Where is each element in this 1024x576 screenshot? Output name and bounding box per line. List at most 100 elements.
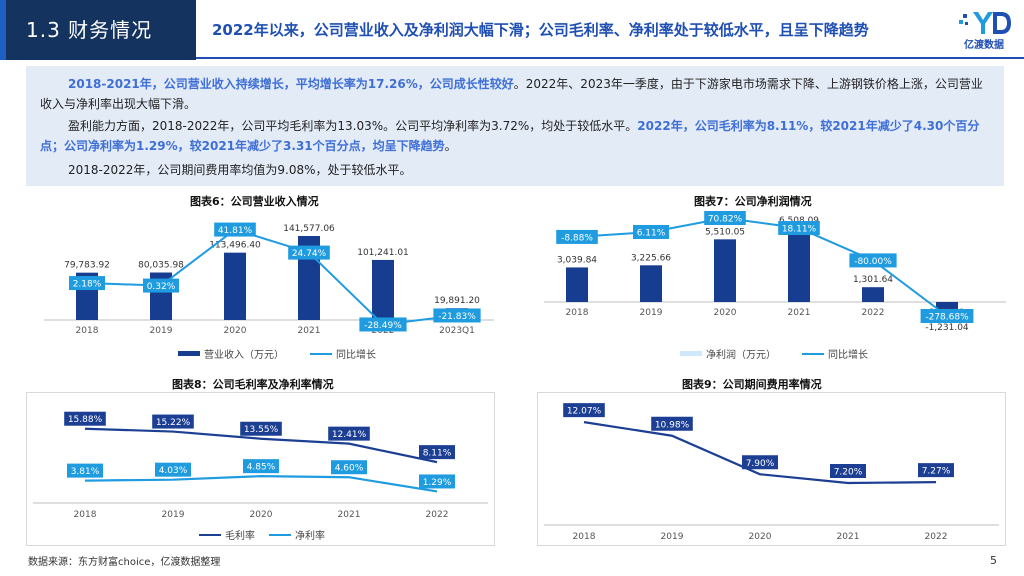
chart6-bar-2022 [372, 259, 394, 320]
chart6-growth-label-2023Q1-bg [433, 308, 481, 323]
chart6-growth-label-2020: 41.81% [218, 226, 253, 236]
chart6-x-tick-2019: 2019 [150, 326, 173, 336]
chart8-label-毛利率-2020: 13.55% [244, 425, 279, 435]
summary-paragraph-1: 2018-2021年，公司营业收入持续增长，平均增长率为17.26%，公司成长性… [40, 74, 992, 114]
chart9-x-tick-2018: 2018 [573, 532, 596, 542]
chart7-growth-label-2023Q1-bg [920, 309, 974, 323]
chart9-label-2019: 10.98% [655, 420, 690, 430]
legend-label-revenue: 营业收入（万元） [204, 350, 284, 361]
chart8-panel: 15.88% 15.22% 13.55% 12.41% 8.11% 3.81% 4.03% 4… [26, 392, 495, 546]
chart9-label-2020: 7.90% [746, 459, 775, 469]
chart7-bar-label-2020: 5,510.05 [705, 227, 745, 237]
chart7-bar-label-2019: 3,225.66 [631, 253, 671, 263]
chart6-bar-label-2020: 113,496.40 [209, 241, 261, 251]
chart8-label-毛利率-2021-bg [328, 426, 370, 441]
chart8-label-毛利率-2019: 15.22% [156, 418, 191, 428]
chart6-growth-label-2019: 0.32% [147, 282, 176, 292]
chart9-expense-chart: 12.07% 10.98% 7.90% 7.20% 7.27% 2018 2019 2020 2… [544, 403, 999, 542]
chart9-label-2020-bg [742, 455, 778, 470]
company-logo: 亿渡数据 [953, 8, 1015, 54]
chart8-label-净利率-2022-bg [419, 474, 455, 489]
chart7-bar-label-2021: 6,508.09 [779, 216, 819, 226]
chart7-title: 图表7：公司净利润情况 [694, 195, 812, 208]
section-accent-bar [0, 0, 6, 60]
logo-icon [959, 12, 1011, 34]
chart6-title: 图表6：公司营业收入情况 [190, 195, 319, 208]
chart8-label-净利率-2020: 4.85% [247, 463, 276, 473]
chart8-label-毛利率-2022-bg [419, 445, 455, 460]
chart7-x-tick-2021: 2021 [788, 308, 811, 318]
legend-swatch-gross-margin [199, 533, 221, 536]
chart6-bar-label-2022: 101,241.01 [357, 248, 409, 258]
chart6-growth-label-2019-bg [143, 278, 179, 293]
slide-headline: 2022年以来，公司营业收入及净利润大幅下滑；公司毛利率、净利率处于较低水平，且… [212, 21, 869, 39]
summary-text-2-end: 。 [444, 139, 457, 153]
section-tab: 1.3 财务情况 [0, 0, 196, 60]
chart8-x-tick-2021: 2021 [338, 510, 361, 520]
chart7-growth-label-2020: 70.82% [708, 215, 743, 225]
legend-swatch-profit-growth [802, 352, 824, 355]
chart9-x-tick-2020: 2020 [749, 532, 772, 542]
chart8-label-净利率-2019: 4.03% [159, 466, 188, 476]
chart6-growth-label-2020-bg [214, 222, 256, 237]
chart6-x-tick-2021: 2021 [298, 326, 321, 336]
chart6-legend: 营业收入（万元） 同比增长 [178, 346, 376, 361]
chart7-bar-2019 [640, 265, 662, 302]
chart8-x-tick-2018: 2018 [74, 510, 97, 520]
chart8-label-毛利率-2018-bg [64, 411, 106, 426]
chart6-growth-label-2022-bg [359, 317, 407, 332]
chart8-label-净利率-2019-bg [155, 462, 191, 477]
chart8-label-毛利率-2022: 8.11% [423, 449, 452, 459]
chart7-growth-label-2023Q1: -278.68% [925, 313, 969, 323]
chart6-x-tick-2018: 2018 [76, 326, 99, 336]
legend-label-revenue-growth: 同比增长 [336, 350, 376, 361]
chart9-label-2021-bg [830, 464, 866, 478]
summary-highlight-2: 2022年，公司毛利率为8.11%，较2021年减少了4.30个百分点；公司净利… [40, 119, 980, 153]
chart6-x-tick-2023Q1: 2023Q1 [439, 326, 475, 336]
summary-text-1: 。2022年、2023年一季度，由于下游家电市场需求下降、上游钢铁价格上涨，公司… [40, 77, 983, 111]
chart8-label-净利率-2021-bg [331, 460, 367, 475]
chart6-x-tick-2020: 2020 [224, 326, 247, 336]
chart7-x-tick-2018: 2018 [566, 308, 589, 318]
legend-label-net-margin: 净利率 [295, 531, 325, 542]
logo-text: 亿渡数据 [964, 40, 1004, 51]
chart7-growth-label-2019: 6.11% [637, 228, 666, 238]
chart7-growth-label-2020-bg [704, 211, 746, 225]
chart8-x-tick-2022: 2022 [426, 510, 449, 520]
legend-swatch-revenue-growth [310, 352, 332, 355]
chart7-bar-label-2018: 3,039.84 [557, 255, 597, 265]
chart8-line-净利率 [84, 475, 438, 493]
chart6-revenue-chart: 79,783.92 2018 80,035.98 2019 113,496.40 2020… [44, 222, 494, 336]
chart7-bar-label-2023Q1: -1,231.04 [925, 323, 969, 333]
chart8-title: 图表8：公司毛利率及净利率情况 [172, 378, 334, 391]
chart6-bar-label-2019: 80,035.98 [138, 261, 184, 271]
chart7-growth-label-2022: -80.00% [854, 257, 892, 267]
legend-label-profit-growth: 同比增长 [828, 350, 868, 361]
chart7-growth-label-2019-bg [633, 224, 669, 239]
chart8-x-tick-2019: 2019 [162, 510, 185, 520]
legend-label-profit: 净利润（万元） [706, 350, 776, 361]
section-title: 1.3 财务情况 [26, 18, 153, 42]
chart6-growth-label-2021: 24.74% [292, 249, 327, 259]
chart6-growth-label-2023Q1: -21.83% [438, 312, 476, 322]
chart6-bar-label-2018: 79,783.92 [64, 261, 110, 271]
chart8-label-净利率-2020-bg [243, 459, 279, 474]
chart6-growth-line [86, 228, 458, 326]
header-divider [196, 57, 1024, 59]
chart7-legend: 净利润（万元） 同比增长 [680, 346, 868, 361]
chart8-label-毛利率-2020-bg [240, 421, 282, 436]
chart9-x-tick-2021: 2021 [837, 532, 860, 542]
chart9-label-2018: 12.07% [567, 407, 602, 417]
chart9-label-2018-bg [563, 403, 605, 418]
summary-paragraph-2: 盈利能力方面，2018-2022年，公司平均毛利率为13.03%。公司平均净利率… [40, 116, 992, 156]
chart7-growth-label-2021: 18.11% [782, 225, 817, 235]
chart7-bar-label-2022: 1,301.64 [853, 275, 893, 285]
summary-highlight-1: 2018-2021年，公司营业收入持续增长，平均增长率为17.26%，公司成长性… [68, 77, 514, 91]
chart8-label-净利率-2022: 1.29% [423, 478, 452, 488]
chart7-bar-2021 [788, 228, 810, 302]
header: 1.3 财务情况 2022年以来，公司营业收入及净利润大幅下滑；公司毛利率、净利… [0, 0, 1024, 60]
chart9-x-tick-2022: 2022 [925, 532, 948, 542]
legend-swatch-profit [680, 351, 702, 356]
chart8-label-毛利率-2019-bg [152, 414, 194, 429]
chart8-line-毛利率 [84, 427, 438, 464]
